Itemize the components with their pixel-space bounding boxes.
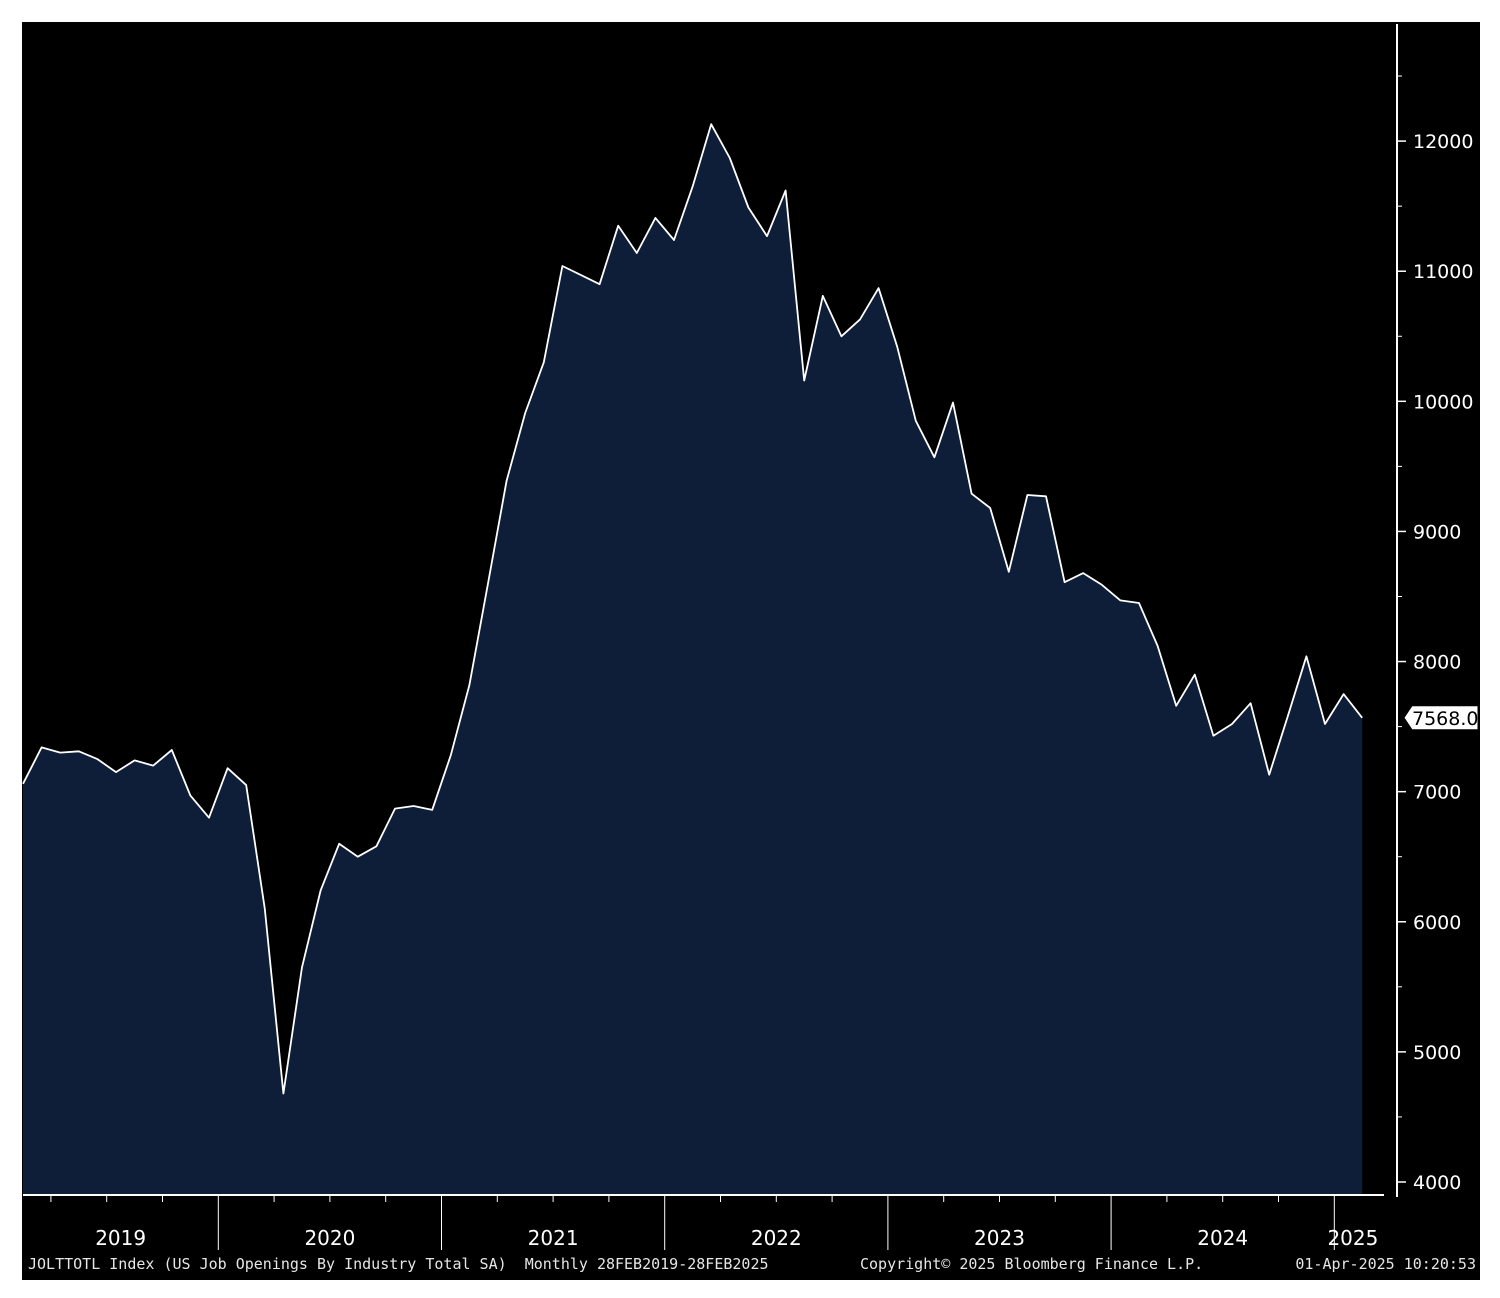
data-point: [97, 759, 98, 760]
data-point: [543, 362, 544, 363]
data-point: [1213, 735, 1214, 736]
y-tick-label: 5000: [1413, 1042, 1461, 1064]
data-point: [804, 380, 805, 381]
data-point: [1064, 582, 1065, 583]
data-point: [1083, 573, 1084, 574]
data-point: [915, 420, 916, 421]
data-point: [208, 817, 209, 818]
data-point: [580, 275, 581, 276]
data-point: [692, 186, 693, 187]
copyright-text: Copyright© 2025 Bloomberg Finance L.P.: [860, 1255, 1204, 1273]
y-tick-label: 9000: [1413, 521, 1461, 543]
x-tick-label: 2022: [751, 1226, 802, 1250]
y-tick-label: 4000: [1413, 1172, 1461, 1194]
data-point: [264, 908, 265, 909]
data-point: [785, 190, 786, 191]
data-point: [41, 747, 42, 748]
data-point: [729, 157, 730, 158]
y-tick-label: 12000: [1413, 131, 1473, 153]
data-point: [413, 805, 414, 806]
data-point: [822, 295, 823, 296]
data-point: [60, 752, 61, 753]
data-point: [227, 768, 228, 769]
data-point: [1176, 705, 1177, 706]
y-tick-label: 7000: [1413, 782, 1461, 804]
y-tick-label: 11000: [1413, 261, 1473, 283]
timestamp: 01-Apr-2025 10:20:53: [1295, 1255, 1476, 1273]
data-point: [1138, 602, 1139, 603]
data-point: [971, 493, 972, 494]
data-point: [283, 1093, 284, 1094]
data-point: [1157, 645, 1158, 646]
data-point: [1008, 571, 1009, 572]
data-point: [22, 783, 23, 784]
x-tick-label: 2021: [528, 1226, 579, 1250]
data-point: [1250, 703, 1251, 704]
last-value-label: 7568.0: [1412, 708, 1478, 730]
data-point: [1287, 716, 1288, 717]
data-point: [1194, 674, 1195, 675]
data-point: [171, 749, 172, 750]
data-point: [599, 284, 600, 285]
data-point: [897, 346, 898, 347]
data-point: [952, 402, 953, 403]
data-point: [394, 808, 395, 809]
data-point: [246, 785, 247, 786]
x-tick-label: 2023: [974, 1226, 1025, 1250]
data-point: [134, 760, 135, 761]
data-point: [320, 890, 321, 891]
data-point: [934, 457, 935, 458]
data-point: [153, 765, 154, 766]
data-point: [1324, 723, 1325, 724]
data-point: [78, 751, 79, 752]
data-point: [711, 124, 712, 125]
data-point: [339, 843, 340, 844]
data-point: [376, 846, 377, 847]
data-point: [301, 967, 302, 968]
data-point: [450, 755, 451, 756]
data-point: [1045, 496, 1046, 497]
data-point: [357, 856, 358, 857]
data-point: [190, 795, 191, 796]
data-point: [562, 265, 563, 266]
data-point: [1101, 584, 1102, 585]
data-point: [990, 507, 991, 508]
data-point: [487, 583, 488, 584]
data-point: [1362, 717, 1363, 718]
data-point: [1027, 494, 1028, 495]
data-point: [1306, 656, 1307, 657]
data-point: [841, 336, 842, 337]
data-point: [525, 412, 526, 413]
data-point: [1120, 600, 1121, 601]
data-point: [469, 684, 470, 685]
data-point: [618, 225, 619, 226]
data-point: [859, 319, 860, 320]
series-area: [23, 124, 1363, 1196]
series-description: JOLTTOTL Index (US Job Openings By Indus…: [28, 1255, 769, 1273]
data-point: [878, 288, 879, 289]
x-tick-label: 2025: [1327, 1226, 1378, 1250]
data-point: [115, 772, 116, 773]
last-value-tag: [1403, 705, 1479, 731]
data-point: [636, 252, 637, 253]
data-point: [655, 217, 656, 218]
x-tick-label: 2024: [1197, 1226, 1248, 1250]
data-point: [1269, 774, 1270, 775]
data-point: [1231, 723, 1232, 724]
y-tick-label: 10000: [1413, 391, 1473, 413]
data-point: [766, 236, 767, 237]
data-point: [506, 480, 507, 481]
y-tick-label: 6000: [1413, 912, 1461, 934]
series-line: [22, 123, 1363, 1095]
data-point: [1343, 694, 1344, 695]
data-point: [673, 239, 674, 240]
x-tick-label: 2019: [95, 1226, 146, 1250]
data-point: [432, 809, 433, 810]
x-tick-label: 2020: [304, 1226, 355, 1250]
data-point: [748, 207, 749, 208]
y-tick-label: 8000: [1413, 652, 1461, 674]
